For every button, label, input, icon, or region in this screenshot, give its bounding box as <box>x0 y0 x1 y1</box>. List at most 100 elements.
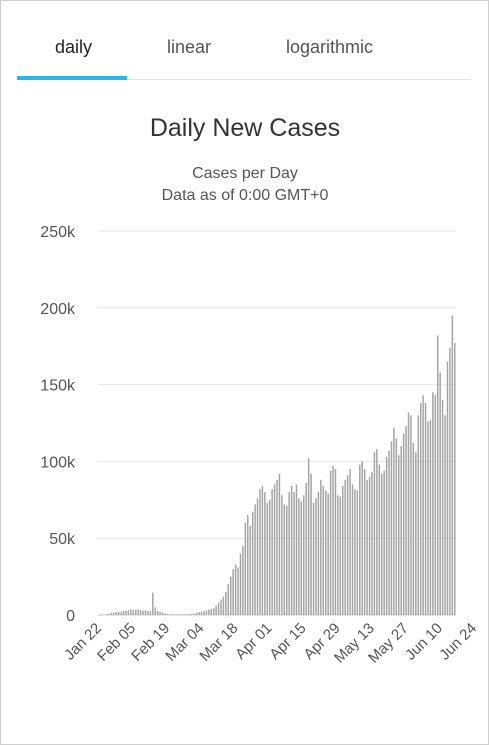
bar <box>418 415 419 615</box>
bar <box>427 421 428 615</box>
bar <box>362 461 363 615</box>
bar <box>327 494 328 615</box>
bar <box>388 451 389 615</box>
bar <box>325 491 326 615</box>
bar <box>347 475 348 615</box>
bar <box>137 609 138 615</box>
bar <box>400 446 401 615</box>
bar <box>337 495 338 615</box>
bar <box>145 610 146 615</box>
bar <box>169 614 170 615</box>
bar <box>315 498 316 615</box>
bar <box>293 492 294 615</box>
bar <box>264 492 265 615</box>
bar <box>410 415 411 615</box>
chart-title: Daily New Cases <box>150 114 340 142</box>
bar <box>108 614 109 615</box>
bar <box>179 614 180 615</box>
bar <box>330 471 331 615</box>
bar <box>150 611 151 615</box>
bar <box>366 480 367 615</box>
bar <box>142 611 143 615</box>
bar <box>267 503 268 615</box>
bar <box>279 474 280 615</box>
bar <box>271 489 272 615</box>
bar <box>215 606 216 615</box>
bar <box>296 484 297 615</box>
bar <box>193 613 194 615</box>
bar <box>103 615 104 616</box>
x-tick-label: Apr 01 <box>232 620 275 663</box>
bar <box>376 449 377 615</box>
bar <box>432 392 433 615</box>
y-tick-label: 50k <box>49 531 76 548</box>
bar <box>435 395 436 615</box>
bar <box>454 343 455 615</box>
bar <box>257 498 258 615</box>
bar <box>152 593 153 615</box>
bar <box>425 403 426 615</box>
bar <box>398 455 399 615</box>
bar <box>354 489 355 615</box>
bar <box>186 614 187 615</box>
bar <box>135 610 136 615</box>
bar <box>381 474 382 615</box>
chart-subtitle-line-2: Data as of 0:00 GMT+0 <box>162 187 329 204</box>
bar <box>254 504 255 615</box>
bar <box>157 611 158 615</box>
bar <box>349 469 350 615</box>
bar <box>386 457 387 615</box>
bar <box>181 615 182 616</box>
bar <box>98 615 99 616</box>
bar <box>147 611 148 615</box>
bar <box>242 546 243 615</box>
bar <box>383 471 384 615</box>
bar <box>223 597 224 615</box>
bar <box>237 567 238 615</box>
bar <box>155 607 156 615</box>
bar <box>369 477 370 615</box>
y-tick-label: 200k <box>40 301 76 318</box>
bar <box>220 600 221 615</box>
y-tick-label: 250k <box>40 224 76 241</box>
bar <box>252 512 253 615</box>
bar <box>313 503 314 615</box>
bar <box>415 452 416 615</box>
bar <box>125 611 126 615</box>
bar <box>374 452 375 615</box>
bar <box>123 611 124 615</box>
x-tick-label: Mar 18 <box>196 620 241 665</box>
bar <box>298 498 299 615</box>
bar <box>420 403 421 615</box>
bar <box>118 612 119 615</box>
bar <box>140 610 141 615</box>
bar <box>444 415 445 615</box>
bar <box>291 486 292 615</box>
bar <box>184 614 185 615</box>
y-tick-label: 0 <box>66 608 75 625</box>
bar <box>323 486 324 615</box>
bar <box>133 610 134 615</box>
bar <box>128 610 129 615</box>
bar <box>120 612 121 615</box>
bar <box>164 613 165 615</box>
bar <box>225 592 226 615</box>
bar <box>262 486 263 615</box>
bar <box>284 504 285 615</box>
bar <box>342 486 343 615</box>
bar <box>101 615 102 616</box>
bar <box>247 515 248 615</box>
chart-subtitle-line-1: Cases per Day <box>192 165 298 182</box>
bar <box>228 584 229 615</box>
bar <box>439 372 440 615</box>
bar <box>442 400 443 615</box>
bar <box>245 523 246 615</box>
bar <box>276 480 277 615</box>
bar <box>310 474 311 615</box>
bar <box>230 577 231 615</box>
y-tick-label: 150k <box>40 378 76 395</box>
bar <box>357 491 358 615</box>
bar <box>203 611 204 615</box>
